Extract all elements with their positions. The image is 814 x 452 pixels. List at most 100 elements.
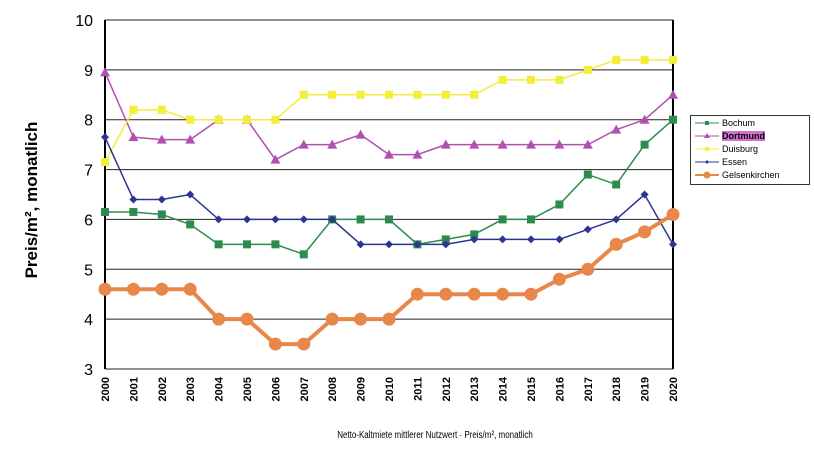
y-axis-title: Preis/m², monatlich — [22, 121, 41, 279]
data-point — [581, 262, 595, 276]
x-tick-label: 2015 — [526, 377, 538, 401]
data-point — [609, 237, 623, 251]
data-point — [668, 89, 678, 99]
data-point — [705, 159, 709, 164]
legend-label: Duisburg — [722, 143, 759, 154]
data-point — [669, 240, 677, 249]
data-point — [155, 282, 169, 296]
x-tick-label: 2004 — [214, 376, 226, 401]
data-point — [298, 139, 309, 149]
data-point — [497, 139, 508, 149]
data-point — [527, 235, 535, 244]
data-point — [441, 90, 450, 99]
data-point — [611, 124, 622, 134]
data-point — [524, 287, 538, 301]
y-tick-label: 6 — [84, 212, 93, 229]
data-point — [583, 170, 592, 179]
data-point — [526, 139, 536, 149]
legend-item-duisburg: Duisburg — [695, 142, 809, 155]
data-point — [527, 75, 535, 84]
data-point — [212, 312, 226, 326]
data-point — [669, 55, 677, 64]
data-point — [439, 287, 453, 301]
data-point — [270, 154, 281, 164]
legend: Bochum Dortmund Duisburg Essen Gelsenkirchen — [690, 115, 810, 185]
data-point — [299, 250, 308, 259]
data-point — [496, 287, 510, 301]
data-point — [101, 133, 109, 142]
data-point — [441, 235, 450, 244]
data-point — [612, 180, 621, 189]
data-point — [328, 90, 337, 99]
data-point — [640, 55, 649, 64]
data-point — [299, 215, 308, 224]
data-point — [356, 215, 365, 224]
y-tick-label: 9 — [84, 63, 93, 80]
data-point — [527, 215, 535, 224]
data-point — [129, 207, 138, 216]
data-point — [100, 67, 110, 77]
data-point — [186, 115, 195, 124]
data-point — [156, 134, 167, 144]
data-point — [356, 240, 365, 249]
data-point — [498, 235, 507, 244]
data-point — [157, 105, 166, 114]
data-point — [440, 139, 451, 149]
data-point — [705, 146, 709, 151]
data-point — [327, 139, 338, 149]
data-point — [382, 312, 396, 326]
x-tick-label: 2018 — [611, 377, 623, 401]
legend-item-gelsenkirchen: Gelsenkirchen — [695, 168, 809, 181]
data-point — [271, 215, 280, 224]
data-point — [101, 158, 109, 167]
y-tick-label: 3 — [84, 362, 93, 379]
data-point — [441, 240, 450, 249]
data-point — [498, 75, 507, 84]
legend-swatch — [695, 171, 719, 178]
data-point — [639, 114, 650, 124]
data-point — [214, 215, 223, 224]
data-point — [325, 312, 339, 326]
data-point — [126, 282, 140, 296]
legend-item-essen: Essen — [695, 155, 809, 168]
x-tick-label: 2020 — [668, 377, 680, 401]
legend-item-bochum: Bochum — [695, 116, 809, 129]
x-tick-label: 2005 — [242, 377, 254, 401]
data-point — [705, 120, 709, 125]
data-point — [240, 312, 254, 326]
data-point — [666, 207, 680, 221]
data-point — [612, 215, 621, 224]
x-tick-label: 2014 — [498, 376, 510, 401]
legend-swatch — [695, 159, 719, 164]
legend-swatch — [695, 146, 719, 151]
data-point — [214, 115, 223, 124]
x-tick-label: 2008 — [327, 377, 339, 401]
data-point — [640, 190, 649, 199]
y-tick-label: 7 — [84, 163, 93, 180]
data-point — [467, 287, 481, 301]
data-point — [243, 215, 251, 224]
data-point — [185, 134, 196, 144]
data-point — [297, 337, 311, 351]
series-gelsenkirchen — [98, 207, 680, 351]
data-point — [271, 115, 280, 124]
data-point — [271, 240, 280, 249]
data-point — [555, 235, 564, 244]
data-point — [101, 207, 109, 216]
data-point — [413, 240, 422, 249]
data-point — [157, 210, 166, 219]
x-tick-label: 2013 — [469, 377, 481, 401]
data-point — [640, 140, 649, 149]
data-point — [299, 90, 308, 99]
data-point — [704, 132, 710, 138]
y-tick-label: 4 — [84, 312, 93, 329]
legend-swatch — [695, 132, 719, 138]
x-tick-label: 2003 — [185, 377, 197, 401]
data-point — [186, 220, 195, 229]
x-tick-label: 2006 — [270, 377, 282, 401]
legend-item-dortmund: Dortmund — [695, 129, 809, 142]
data-point — [98, 282, 112, 296]
data-point — [268, 337, 282, 351]
x-tick-label: 2010 — [384, 377, 396, 401]
